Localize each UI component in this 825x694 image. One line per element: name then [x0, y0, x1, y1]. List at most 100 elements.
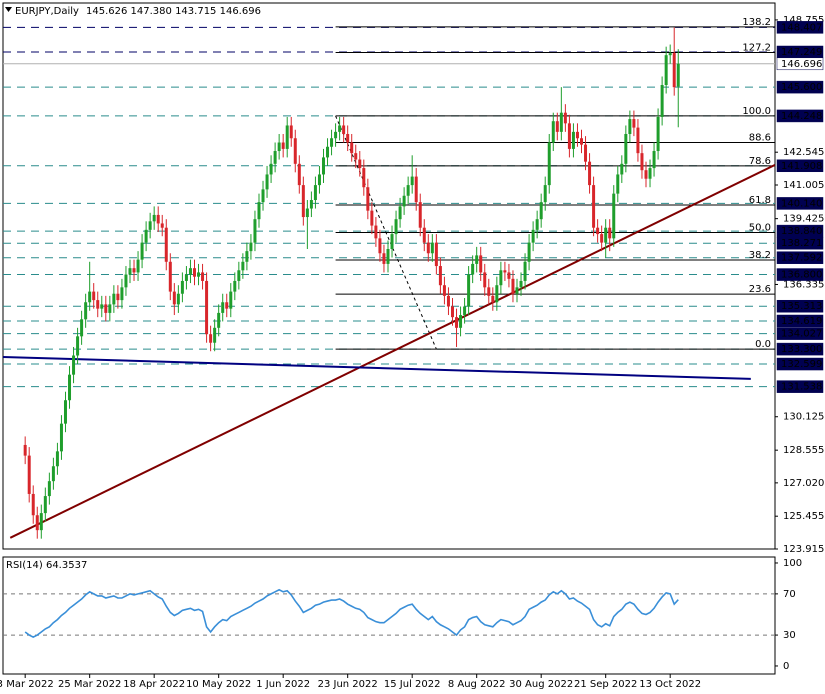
candle-body [592, 185, 596, 228]
level-label: 138.840 [781, 226, 822, 237]
candle-body [249, 242, 253, 252]
level-label: 144.248 [781, 111, 822, 122]
candle-body [644, 170, 648, 179]
candle-body [221, 302, 225, 313]
level-label: 140.140 [781, 198, 822, 209]
candle-body [571, 131, 575, 149]
candle-body [84, 302, 88, 320]
level-box [776, 197, 824, 210]
candle-body [55, 451, 59, 467]
candle-body [305, 208, 309, 218]
candle-body [398, 206, 402, 220]
y-tick-label: 125.455 [783, 511, 824, 522]
price-plot [3, 26, 775, 539]
candle-body [624, 133, 628, 164]
candle-body [156, 214, 160, 224]
candle-body [172, 291, 176, 305]
candle-body [346, 133, 350, 143]
candle-body [567, 123, 571, 149]
candle-body [338, 125, 342, 132]
symbol-menu-icon[interactable] [5, 7, 12, 12]
candle-body [136, 259, 140, 273]
y-tick-label: 148.755 [783, 15, 824, 26]
fib-label: 138.2 [742, 17, 771, 28]
level-label: 133.300 [781, 344, 822, 355]
candle-body [104, 304, 108, 313]
candle-body [471, 263, 475, 275]
candle-body [164, 227, 168, 262]
candle-body [289, 125, 293, 139]
candle-body [547, 142, 551, 186]
candle-body [217, 312, 221, 328]
x-tick-label: 3 Mar 2022 [0, 679, 54, 690]
candle-body [112, 293, 116, 305]
candle-body [479, 255, 483, 273]
candle-body [640, 153, 644, 171]
candle-body [35, 515, 39, 531]
candle-body [499, 270, 503, 286]
candle-body [442, 285, 446, 296]
candle-body [648, 168, 652, 179]
y-tick-label: 127.020 [783, 478, 824, 489]
candle-body [140, 242, 144, 260]
level-label: 148.407 [781, 22, 822, 33]
candle-body [330, 138, 334, 147]
candle-body [144, 229, 148, 243]
fib-label: 23.6 [749, 284, 771, 295]
candle-body [414, 176, 418, 203]
candle-body [148, 221, 152, 230]
candle-body [579, 138, 583, 145]
candle-body [588, 161, 592, 186]
ohlc-text: 145.626 147.380 143.715 146.696 [86, 6, 261, 17]
x-tick-label: 15 Jul 2022 [384, 679, 441, 690]
candle-body [31, 493, 35, 516]
candle-body [438, 266, 442, 286]
level-label: 136.800 [781, 270, 822, 281]
candle-body [265, 174, 269, 190]
level-box [776, 251, 824, 264]
candle-body [446, 295, 450, 307]
candle-body [241, 261, 245, 271]
rsi-label: RSI(14) 64.3537 [6, 560, 87, 571]
candle-body [559, 112, 563, 132]
y-tick-label: 141.005 [783, 180, 824, 191]
candle-body [672, 53, 676, 88]
candle-body [293, 138, 297, 164]
candle-body [463, 306, 467, 316]
candle-body [515, 287, 519, 294]
candle-body [88, 291, 92, 303]
level-label: 134.027 [781, 329, 822, 340]
y-tick-label: 139.425 [783, 214, 824, 225]
level-box [776, 314, 824, 328]
candle-body [600, 234, 604, 243]
level-box [776, 109, 824, 123]
candle-body [374, 225, 378, 239]
candle-body [213, 327, 217, 343]
candle-body [390, 234, 394, 250]
candle-body [326, 146, 330, 158]
candle-body [636, 127, 640, 154]
fib-anchor-line [335, 115, 437, 350]
candle-body [281, 142, 285, 149]
candle-body [334, 131, 338, 139]
candle-body [612, 193, 616, 239]
candle-body [584, 144, 588, 162]
y-tick-label: 142.545 [783, 147, 824, 158]
level-label: 138.271 [781, 238, 822, 249]
candle-body [430, 242, 434, 254]
candle-body [261, 189, 265, 203]
candle-body [309, 200, 313, 209]
candle-body [652, 151, 656, 169]
fib-label: 88.6 [749, 133, 771, 144]
candle-body [660, 85, 664, 117]
rsi-plot [3, 588, 775, 639]
candle-body [39, 513, 43, 531]
candle-body [362, 168, 366, 188]
candle-body [301, 185, 305, 218]
level-box [776, 159, 824, 173]
candle-body [575, 131, 579, 139]
candle-body [47, 481, 51, 497]
fib-label: 127.2 [742, 43, 771, 54]
candle-body [616, 174, 620, 194]
